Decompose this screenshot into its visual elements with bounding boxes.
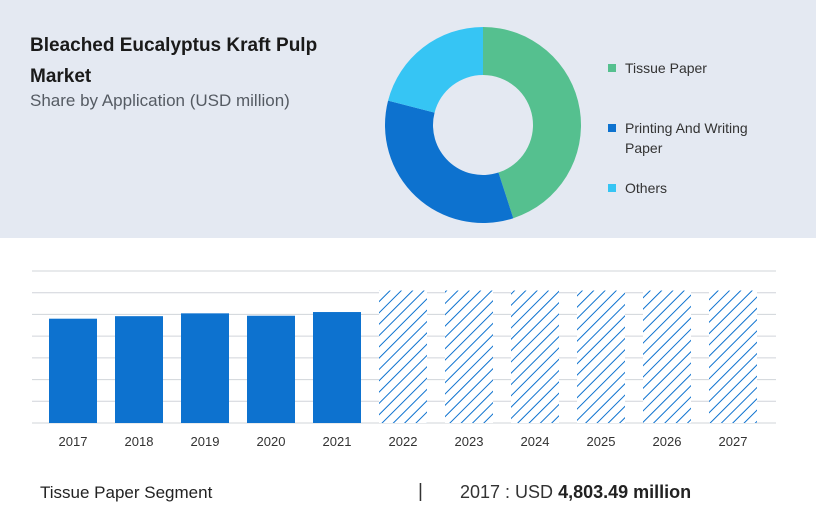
donut-slice-others xyxy=(388,27,483,113)
bar-2026 xyxy=(643,290,691,423)
footer-value-amount: 4,803.49 million xyxy=(558,482,692,502)
bar-2017 xyxy=(49,318,97,423)
x-tick-label: 2025 xyxy=(587,434,616,449)
bar-2019 xyxy=(181,313,229,423)
bar-2020 xyxy=(247,315,295,423)
chart-subtitle: Share by Application (USD million) xyxy=(30,91,290,110)
bar-2025 xyxy=(577,290,625,423)
bar-2022 xyxy=(379,290,427,423)
x-tick-label: 2022 xyxy=(389,434,418,449)
legend-swatch xyxy=(608,64,616,72)
donut-chart xyxy=(385,27,581,223)
x-tick-label: 2020 xyxy=(257,434,286,449)
footer-separator: | xyxy=(418,481,423,502)
legend-item-tissue-paper: Tissue Paper xyxy=(608,58,775,78)
bar-2018 xyxy=(115,316,163,423)
x-tick-label: 2019 xyxy=(191,434,220,449)
legend-label: Others xyxy=(625,180,668,196)
footer-segment: Tissue Paper Segment xyxy=(40,483,213,502)
x-tick-label: 2021 xyxy=(323,434,352,449)
footer-year-label: 2017 : USD xyxy=(460,482,554,502)
legend-swatch xyxy=(608,184,616,192)
x-tick-label: 2026 xyxy=(653,434,682,449)
bar-2027 xyxy=(709,290,757,423)
chart-title: Bleached Eucalyptus Kraft Pulp Market xyxy=(30,35,318,87)
x-tick-label: 2024 xyxy=(521,434,550,449)
x-tick-label: 2027 xyxy=(719,434,748,449)
bar-2024 xyxy=(511,290,559,423)
donut-slice-printing-and-writing-paper xyxy=(385,100,514,223)
legend-swatch xyxy=(608,124,616,132)
bar-chart: 2017 2018 2019 2020 2021 2022 2023 2024 2025 2026… xyxy=(32,270,776,449)
donut-slice-tissue-paper xyxy=(483,27,581,219)
legend-label: Printing And Writing Paper xyxy=(625,120,748,156)
legend-label: Tissue Paper xyxy=(625,60,707,76)
x-tick-label: 2023 xyxy=(455,434,484,449)
legend-item-others: Others xyxy=(608,178,775,198)
bar-2021 xyxy=(313,312,361,423)
bar-2023 xyxy=(445,290,493,423)
x-tick-label: 2017 xyxy=(59,434,88,449)
legend-item-printing-and-writing-paper: Printing And Writing Paper xyxy=(608,118,775,158)
x-tick-label: 2018 xyxy=(125,434,154,449)
footer-value: 2017 : USD 4,803.49 million xyxy=(460,482,691,503)
